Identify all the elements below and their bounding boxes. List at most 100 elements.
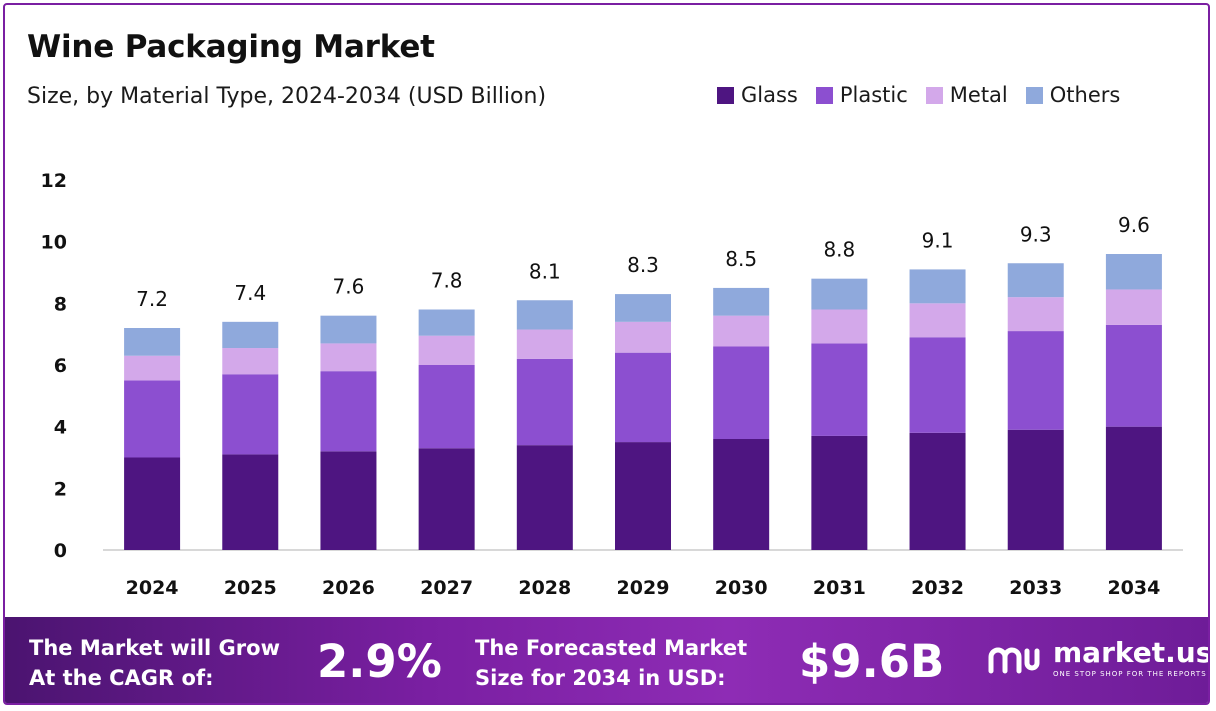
bar-total-label: 8.8 xyxy=(823,238,855,262)
x-tick-label: 2024 xyxy=(126,577,179,599)
bar-segment-glass xyxy=(516,445,573,550)
brand-tagline: ONE STOP SHOP FOR THE REPORTS xyxy=(1053,670,1207,678)
cagr-label-line2: At the CAGR of: xyxy=(29,666,214,690)
bar-segment-glass xyxy=(1007,429,1064,550)
legend-swatch-plastic xyxy=(815,86,833,104)
legend-item-others: Others xyxy=(1025,83,1121,107)
legend-swatch-glass xyxy=(717,86,734,104)
bar-segment-others xyxy=(1007,263,1064,298)
bar-segment-glass xyxy=(124,457,181,550)
bar-segment-glass xyxy=(713,439,770,550)
bar-total-label: 9.3 xyxy=(1020,222,1052,246)
bar-segment-plastic xyxy=(909,337,966,433)
forecast-label-line2: Size for 2034 in USD: xyxy=(475,666,726,690)
x-tick-label: 2028 xyxy=(518,577,571,599)
market-us-logo-icon xyxy=(988,647,1040,673)
bar-segment-metal xyxy=(516,329,573,359)
bar-segment-metal xyxy=(811,309,868,344)
x-tick-label: 2031 xyxy=(813,577,866,599)
cagr-label-line1: The Market will Grow xyxy=(29,636,280,660)
bar-segment-metal xyxy=(1105,289,1162,325)
forecast-label-line1: The Forecasted Market xyxy=(475,636,748,660)
bar-segment-others xyxy=(811,278,868,310)
chart-subtitle: Size, by Material Type, 2024-2034 (USD B… xyxy=(27,84,547,109)
legend-item-glass: Glass xyxy=(717,83,798,107)
bar-segment-others xyxy=(516,300,573,330)
bar-segment-others xyxy=(320,315,377,344)
bar-segment-plastic xyxy=(222,374,279,455)
footer-banner: The Market will Grow At the CAGR of: 2.9… xyxy=(5,617,1210,703)
bar-segment-plastic xyxy=(124,380,181,458)
cagr-label: The Market will Grow At the CAGR of: xyxy=(29,633,280,693)
bar-segment-metal xyxy=(909,303,966,338)
legend-label-metal: Metal xyxy=(949,83,1008,107)
bar-segment-plastic xyxy=(1007,331,1064,430)
forecast-value: $9.6B xyxy=(799,635,945,688)
bar-total-label: 7.4 xyxy=(234,281,266,305)
y-tick-label: 12 xyxy=(41,170,67,192)
brand-name: market.us xyxy=(1053,636,1210,669)
x-tick-label: 2030 xyxy=(715,577,768,599)
bar-segment-others xyxy=(124,328,181,356)
bar-segment-glass xyxy=(222,454,279,550)
bar-segment-metal xyxy=(713,315,770,347)
bar-segment-metal xyxy=(615,321,671,353)
bar-segment-metal xyxy=(418,335,475,365)
bar-segment-plastic xyxy=(418,365,475,449)
legend-label-glass: Glass xyxy=(741,83,798,107)
bar-segment-glass xyxy=(811,435,868,550)
bar-segment-others xyxy=(1105,254,1162,290)
legend-swatch-metal xyxy=(925,86,943,104)
bar-segment-glass xyxy=(615,442,671,550)
bar-segment-metal xyxy=(1007,297,1064,332)
bar-total-label: 9.6 xyxy=(1118,213,1150,237)
x-tick-label: 2025 xyxy=(224,577,277,599)
legend-item-metal: Metal xyxy=(925,83,1008,107)
y-tick-label: 2 xyxy=(54,478,67,500)
stacked-bar-chart: 0 2 4 6 8 10 12 7.2 2024 7.4 2025 7.6 2026 7.8 2027 8.1… xyxy=(41,170,1183,599)
bar-segment-plastic xyxy=(811,343,868,436)
x-tick-label: 2033 xyxy=(1009,577,1062,599)
bar-segment-others xyxy=(909,269,966,304)
bar-total-label: 7.6 xyxy=(333,275,365,299)
bar-segment-metal xyxy=(124,355,181,381)
bar-segment-plastic xyxy=(713,346,770,439)
cagr-value: 2.9% xyxy=(317,635,442,688)
bar-segment-metal xyxy=(320,343,377,372)
bar-segment-plastic xyxy=(320,371,377,452)
chart-frame: Wine Packaging Market Size, by Material … xyxy=(3,3,1210,705)
bar-segment-plastic xyxy=(615,352,671,443)
legend-label-others: Others xyxy=(1049,83,1121,107)
bar-segment-others xyxy=(713,287,770,316)
forecast-label: The Forecasted Market Size for 2034 in U… xyxy=(475,633,747,693)
bar-segment-others xyxy=(222,321,279,349)
bar-segment-others xyxy=(418,309,475,336)
bar-total-label: 9.1 xyxy=(922,228,954,252)
bar-total-label: 8.1 xyxy=(529,259,561,283)
bar-segment-plastic xyxy=(1105,324,1162,427)
x-tick-label: 2034 xyxy=(1107,577,1160,599)
y-tick-label: 0 xyxy=(54,540,67,562)
x-tick-label: 2029 xyxy=(617,577,670,599)
bar-total-label: 7.8 xyxy=(431,269,463,293)
bar-segment-glass xyxy=(1105,426,1162,550)
legend: Glass Plastic Metal Others xyxy=(717,83,1120,107)
bar-segment-others xyxy=(615,294,671,322)
bar-segment-glass xyxy=(320,451,377,550)
legend-swatch-others xyxy=(1025,86,1043,104)
bar-total-label: 8.5 xyxy=(725,247,757,271)
legend-item-plastic: Plastic xyxy=(815,83,908,107)
x-tick-label: 2026 xyxy=(322,577,375,599)
legend-label-plastic: Plastic xyxy=(839,83,908,107)
y-tick-label: 8 xyxy=(54,293,67,315)
y-tick-label: 6 xyxy=(54,355,67,377)
x-tick-label: 2027 xyxy=(420,577,473,599)
chart-title: Wine Packaging Market xyxy=(27,29,435,65)
bar-segment-glass xyxy=(418,448,475,550)
bar-total-label: 8.3 xyxy=(627,253,659,277)
bar-segment-glass xyxy=(909,432,966,550)
y-tick-label: 10 xyxy=(41,232,67,254)
bar-segment-plastic xyxy=(516,358,573,446)
x-tick-label: 2032 xyxy=(911,577,964,599)
bar-total-label: 7.2 xyxy=(136,287,168,311)
